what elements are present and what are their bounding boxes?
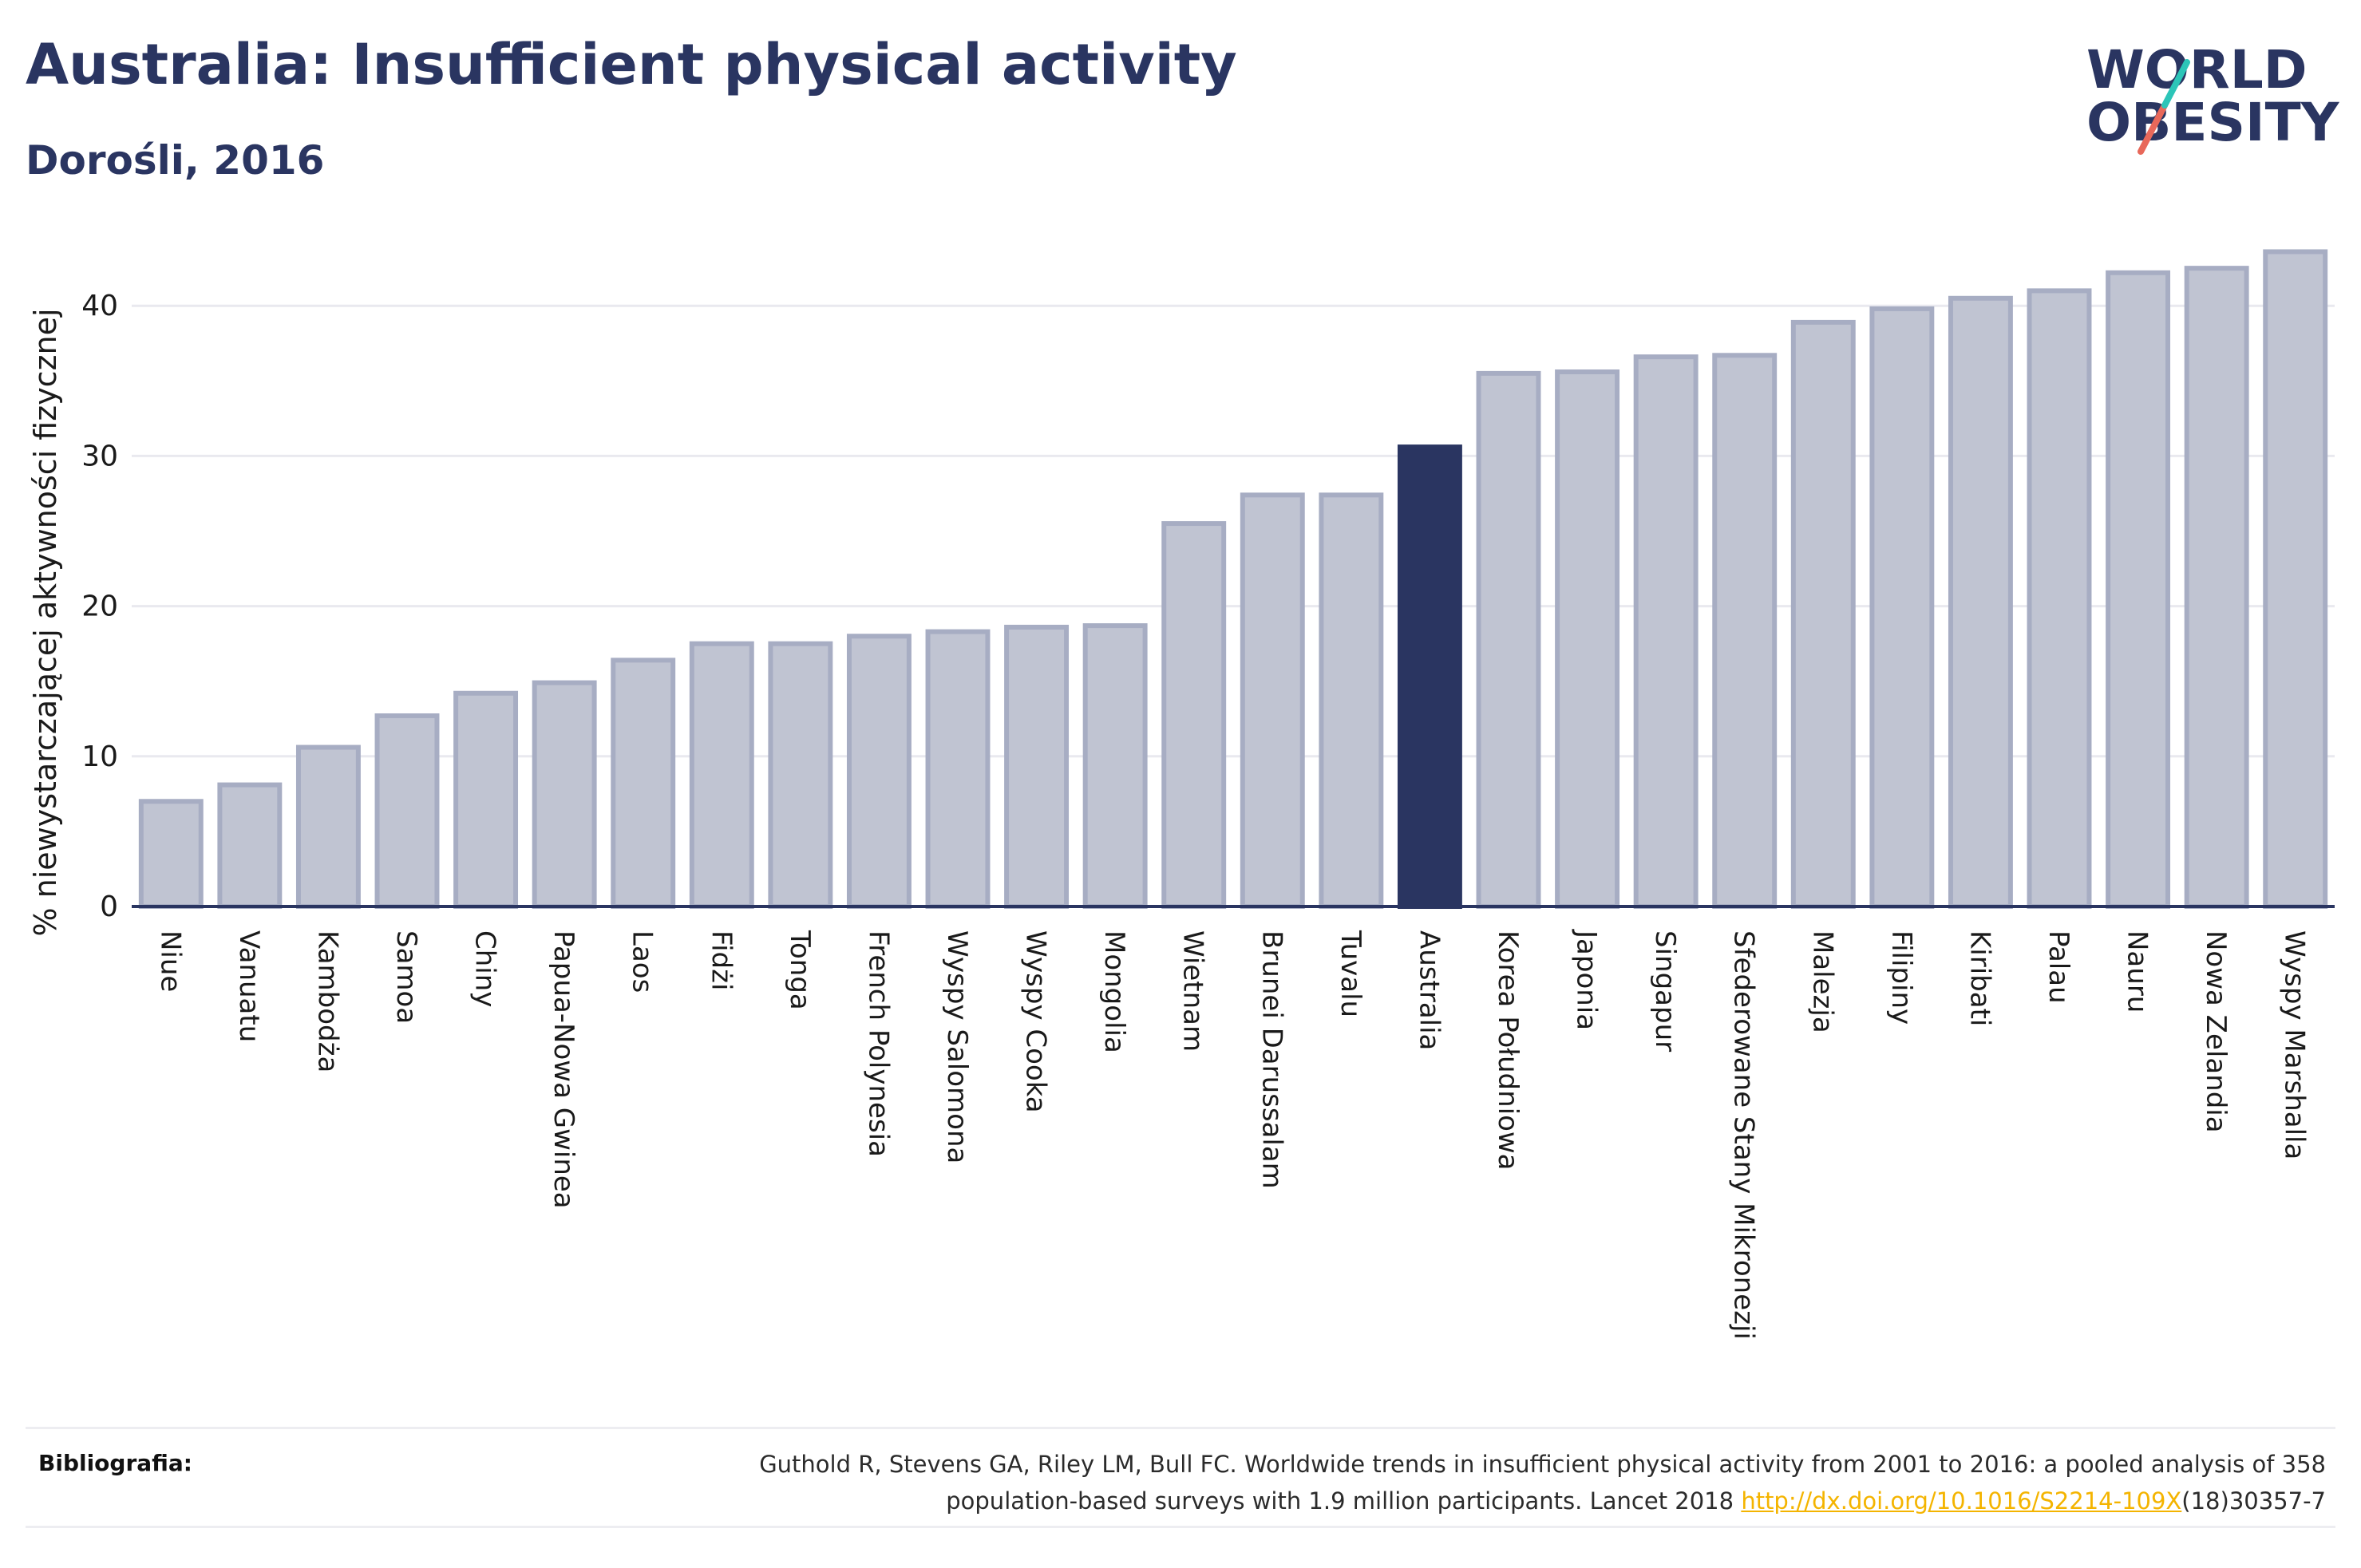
x-category-label: Samoa	[390, 930, 422, 1024]
x-category-label: Nowa Zelandia	[2200, 930, 2232, 1133]
x-category-label: Australia	[1413, 930, 1445, 1050]
bar-wietnam	[1161, 521, 1227, 910]
x-category-label: Malezja	[1806, 930, 1838, 1033]
x-category-label: Wietnam	[1177, 930, 1209, 1052]
x-category-label: Wyspy Cooka	[1020, 930, 1052, 1113]
bar-malezja	[1790, 319, 1856, 910]
x-category-label: Vanuatu	[233, 930, 265, 1042]
bar-australia	[1397, 444, 1462, 909]
x-category-label: Wyspy Salomona	[941, 930, 973, 1163]
x-category-label: Brunei Darussalam	[1256, 930, 1287, 1189]
y-tick-label: 40	[81, 290, 118, 322]
references-line-2: population-based surveys with 1.9 millio…	[490, 1483, 2326, 1519]
doi-link[interactable]: http://dx.doi.org/10.1016/S2214-109X	[1741, 1487, 2182, 1515]
bar-wyspy-cooka	[1004, 624, 1070, 909]
references-line-2-end: (18)30357-7	[2181, 1487, 2326, 1515]
x-category-label: Kiribati	[1964, 930, 1995, 1026]
y-tick-label: 10	[81, 741, 118, 773]
x-category-label: Korea Południowa	[1492, 930, 1524, 1171]
y-tick-labels: 0 10 20 30 40	[81, 290, 118, 923]
bar-palau	[2027, 288, 2092, 909]
x-category-label: Palau	[2043, 930, 2074, 1004]
bar-korea-południowa	[1476, 370, 1541, 909]
references-text: Guthold R, Stevens GA, Riley LM, Bull FC…	[490, 1446, 2326, 1519]
y-tick-label: 30	[81, 440, 118, 472]
references-divider-top	[26, 1427, 2335, 1429]
x-category-label: Filipiny	[1885, 930, 1917, 1025]
bar-kiribati	[1948, 295, 2013, 910]
y-tick-label: 0	[100, 891, 118, 923]
logo-line-2: OBESITY	[2086, 92, 2340, 153]
x-category-label: Wyspy Marshalla	[2279, 930, 2311, 1159]
bar-chart: 0 10 20 30 40 Niue Vanuatu Kambodża Samoa Chiny P…	[28, 249, 2335, 1340]
bar-vanuatu	[217, 782, 283, 909]
y-tick-label: 20	[81, 590, 118, 623]
x-category-label: Nauru	[2122, 930, 2153, 1013]
x-category-label: Japonia	[1571, 929, 1603, 1030]
bar-tuvalu	[1319, 492, 1384, 909]
bar-nauru	[2106, 270, 2171, 909]
bar-filipiny	[1869, 306, 1935, 909]
bar-wyspy-salomona	[925, 629, 991, 909]
x-category-label: Tuvalu	[1335, 930, 1366, 1017]
logo-slash-coral	[2138, 102, 2168, 155]
references-line-2-start: population-based surveys with 1.9 millio…	[946, 1487, 1742, 1515]
references-label: Bibliografia:	[38, 1450, 193, 1476]
x-category-label: Sfederowane Stany Mikronezji	[1728, 930, 1760, 1340]
logo-line-1: WORLD	[2086, 39, 2308, 101]
bar-wyspy-marshalla	[2263, 249, 2328, 909]
bar-brunei-darussalam	[1240, 492, 1305, 909]
bar-mongolia	[1082, 623, 1148, 909]
bar-samoa	[374, 713, 440, 910]
x-category-label: French Polynesia	[862, 930, 894, 1157]
x-category-label: Singapur	[1649, 930, 1681, 1052]
bar-sfederowane-stany-mikronezji	[1712, 353, 1778, 909]
x-category-label: Chiny	[469, 930, 501, 1007]
bar-nowa-zelandia	[2184, 266, 2249, 909]
chart-title: Australia: Insufficient physical activit…	[26, 32, 1237, 97]
bar-fidżi	[689, 641, 754, 910]
bar-japonia	[1555, 369, 1620, 909]
y-axis-title: % niewystarczającej aktywności fizycznej	[28, 308, 63, 936]
logo-slash-teal	[2161, 59, 2190, 109]
bar-niue	[138, 799, 204, 910]
x-category-label: Kambodża	[311, 930, 343, 1072]
x-category-labels: Niue Vanuatu Kambodża Samoa Chiny Papua-Nowa …	[154, 929, 2310, 1340]
bar-papua-nowa-gwinea	[532, 680, 597, 909]
bar-kambodża	[295, 745, 361, 909]
world-obesity-logo: WORLD OBESITY	[2086, 39, 2340, 155]
x-category-label: Mongolia	[1098, 930, 1130, 1053]
bar-singapur	[1633, 354, 1699, 909]
bar-tonga	[768, 641, 833, 910]
x-category-label: Niue	[154, 930, 186, 992]
x-category-label: Fidżi	[705, 930, 737, 990]
bar-french-polynesia	[846, 634, 912, 909]
bars	[138, 249, 2328, 910]
chart-subtitle: Dorośli, 2016	[26, 137, 325, 184]
x-category-label: Tonga	[784, 930, 816, 1010]
bar-laos	[611, 658, 676, 909]
references-divider-bottom	[26, 1526, 2335, 1528]
references-line-1: Guthold R, Stevens GA, Riley LM, Bull FC…	[759, 1451, 2326, 1478]
x-category-label: Papua-Nowa Gwinea	[548, 930, 579, 1209]
bar-chiny	[453, 690, 519, 909]
x-category-label: Laos	[627, 930, 658, 993]
